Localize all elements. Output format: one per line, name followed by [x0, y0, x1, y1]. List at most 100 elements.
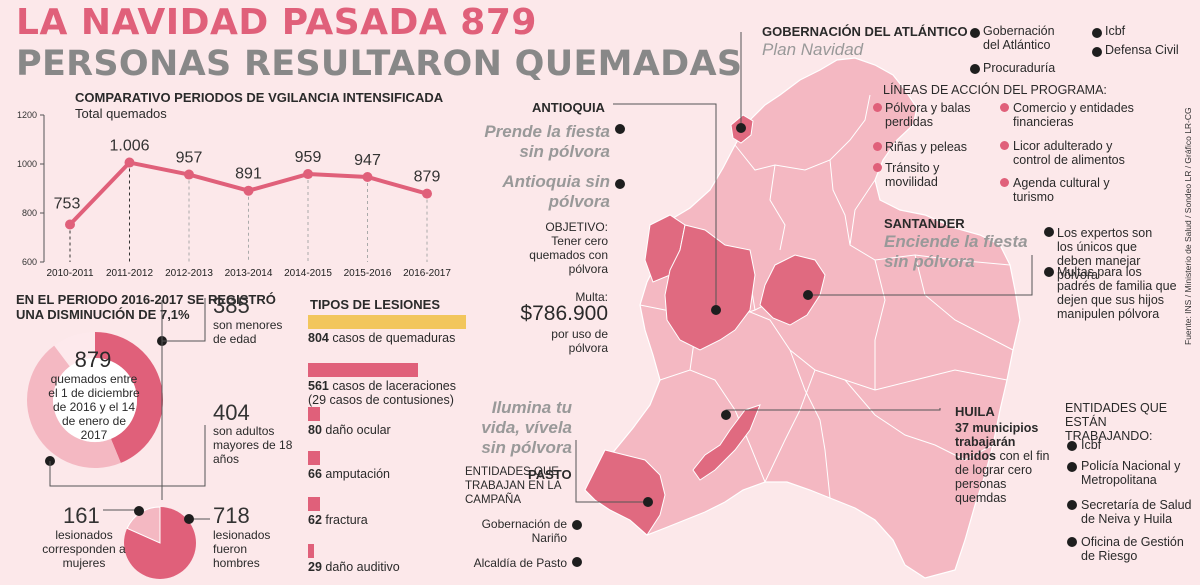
- data-point: [65, 219, 75, 230]
- lesion-label: 561 casos de laceraciones (29 casos de co…: [308, 379, 456, 407]
- santander-slogan: Enciende la fiesta sin pólvora: [884, 232, 1028, 271]
- men-value: 718: [213, 503, 250, 528]
- santander-point-2-bullet: [1044, 267, 1054, 277]
- donut-minors: [94, 332, 163, 463]
- y-tick-label: 1000: [17, 159, 37, 169]
- pasto-slogan: Ilumina tu vida, vívela sin pólvora: [481, 398, 572, 457]
- antioquia-dot: [711, 305, 721, 315]
- lesions-title: TIPOS DE LESIONES: [310, 297, 441, 312]
- page-title: LA NAVIDAD PASADA 879: [16, 2, 537, 43]
- lesion-bar: [308, 544, 314, 558]
- y-tick-label: 1200: [17, 110, 37, 120]
- data-label: 1.006: [109, 138, 149, 155]
- donut-leaders: [161, 300, 163, 500]
- antioquia-slogan1-bullet: [615, 124, 625, 134]
- antioquia-objective: OBJETIVO: Tener cero quemados con pólvor…: [529, 220, 608, 276]
- lesion-count: 29: [308, 560, 322, 574]
- atl-line-2: Riñas y peleas: [885, 140, 967, 154]
- x-tick-label: 2012-2013: [165, 268, 213, 279]
- atl-entity-2: Procuraduría: [983, 61, 1056, 75]
- pasto-entity-2-bullet: [572, 557, 582, 567]
- lesion-count: 561: [308, 379, 329, 393]
- atl-line-3-bullet: [873, 163, 882, 172]
- women-value: 161: [63, 503, 100, 528]
- women-text: lesionados corresponden a mujeres: [42, 528, 126, 570]
- decrease-text: EN EL PERIODO 2016-2017 SE REGISTRÓ UNA …: [16, 292, 276, 322]
- lesion-label: 62 fractura: [308, 513, 368, 527]
- atl-lines-title: LÍNEAS DE ACCIÓN DEL PROGRAMA:: [883, 83, 1107, 97]
- santander-point-2: Multas para los padrés de familia que de…: [1057, 265, 1177, 321]
- atl-line-1: Pólvora y balas perdidas: [885, 101, 971, 129]
- antioquia-heading: ANTIOQUIA: [532, 100, 605, 115]
- data-label: 957: [176, 150, 203, 167]
- minors-value: 385: [213, 293, 250, 318]
- antioquia-slogan-1: Prende la fiesta sin pólvora: [484, 122, 610, 161]
- pasto-dot: [643, 497, 653, 507]
- antioquia-fine-text: por uso de pólvora: [551, 327, 608, 355]
- lesion-count: 66: [308, 467, 322, 481]
- data-label: 891: [235, 166, 262, 183]
- lesion-type: daño auditivo: [321, 560, 400, 574]
- atl-line-6: Agenda cultural y turismo: [1013, 176, 1110, 204]
- huila-entity-2: Policía Nacional y Metropolitana: [1081, 459, 1181, 487]
- antioquia-fine-value: $786.900: [520, 302, 608, 325]
- atl-entity-3: Icbf: [1105, 24, 1126, 38]
- atl-entity-1-bullet: [970, 28, 980, 38]
- huila-dot: [721, 410, 731, 420]
- lesion-count: 62: [308, 513, 322, 527]
- huila-rest-text: con el fin de lograr cero personas quemd…: [955, 449, 1050, 505]
- region-antioquia: [664, 224, 756, 351]
- atl-line-6-bullet: [1000, 178, 1009, 187]
- pasto-entity-1: Gobernación de Nariño: [481, 517, 567, 545]
- atlantico-slogan: Plan Navidad: [762, 40, 864, 59]
- atl-entity-2-bullet: [970, 64, 980, 74]
- data-point: [243, 185, 254, 196]
- huila-entity-2-bullet: [1067, 462, 1077, 472]
- region-santander: [759, 254, 826, 326]
- lesion-bar: [308, 407, 320, 421]
- men-dot: [184, 514, 194, 524]
- lesion-type: casos de laceraciones: [328, 379, 457, 393]
- santander-point-1-bullet: [1044, 227, 1054, 237]
- data-point: [362, 171, 373, 182]
- antioquia-slogan2-bullet: [615, 179, 625, 189]
- atl-line-2-bullet: [873, 142, 882, 151]
- source-text: Fuente: INS / Ministerio de Salud / Sond…: [1183, 107, 1193, 345]
- atl-line-3: Tránsito y movilidad: [885, 161, 940, 189]
- antioquia-fine-label: Multa:: [575, 290, 608, 304]
- santander-dot: [803, 290, 813, 300]
- donut-leader-lines: [49, 298, 206, 487]
- x-tick-label: 2011-2012: [106, 268, 154, 279]
- lesion-note: (29 casos de contusiones): [308, 393, 454, 407]
- lesion-count: 804: [308, 331, 329, 345]
- adults-value: 404: [213, 400, 250, 425]
- men-text: lesionados fueron hombres: [213, 528, 271, 570]
- region-narino: [584, 449, 666, 536]
- data-label: 879: [414, 169, 441, 186]
- lesion-type: amputación: [321, 467, 391, 481]
- data-label: 753: [54, 196, 81, 213]
- donut-adults: [27, 345, 121, 468]
- huila-entity-4-bullet: [1067, 537, 1077, 547]
- data-point: [124, 157, 135, 168]
- lesion-type: daño ocular: [321, 423, 391, 437]
- huila-entity-3: Secretaría de Salud de Neiva y Huila: [1081, 498, 1192, 526]
- atl-entity-1: Gobernación del Atlántico: [983, 24, 1055, 52]
- lesion-bar: [308, 497, 320, 511]
- lesion-type: fractura: [321, 513, 368, 527]
- y-tick-label: 600: [22, 257, 37, 267]
- huila-text: 37 municipios trabajarán unidos con el f…: [955, 421, 1055, 505]
- lesion-label: 80 daño ocular: [308, 423, 391, 437]
- minors-text: son menores de edad: [213, 318, 283, 346]
- data-point: [303, 169, 313, 180]
- lesion-type: casos de quemaduras: [328, 331, 456, 345]
- pasto-entities-title: ENTIDADES QUE TRABAJAN EN LA CAMPAÑA: [465, 466, 561, 506]
- x-tick-label: 2013-2014: [225, 268, 273, 279]
- colombia-map: [584, 57, 1021, 579]
- huila-entity-1-bullet: [1067, 441, 1077, 451]
- page-subtitle: PERSONAS RESULTARON QUEMADAS: [16, 44, 743, 84]
- gender-pie: [124, 506, 196, 579]
- atl-line-4-bullet: [1000, 103, 1009, 112]
- region-huila: [692, 404, 761, 481]
- pasto-heading: PASTO: [528, 467, 572, 482]
